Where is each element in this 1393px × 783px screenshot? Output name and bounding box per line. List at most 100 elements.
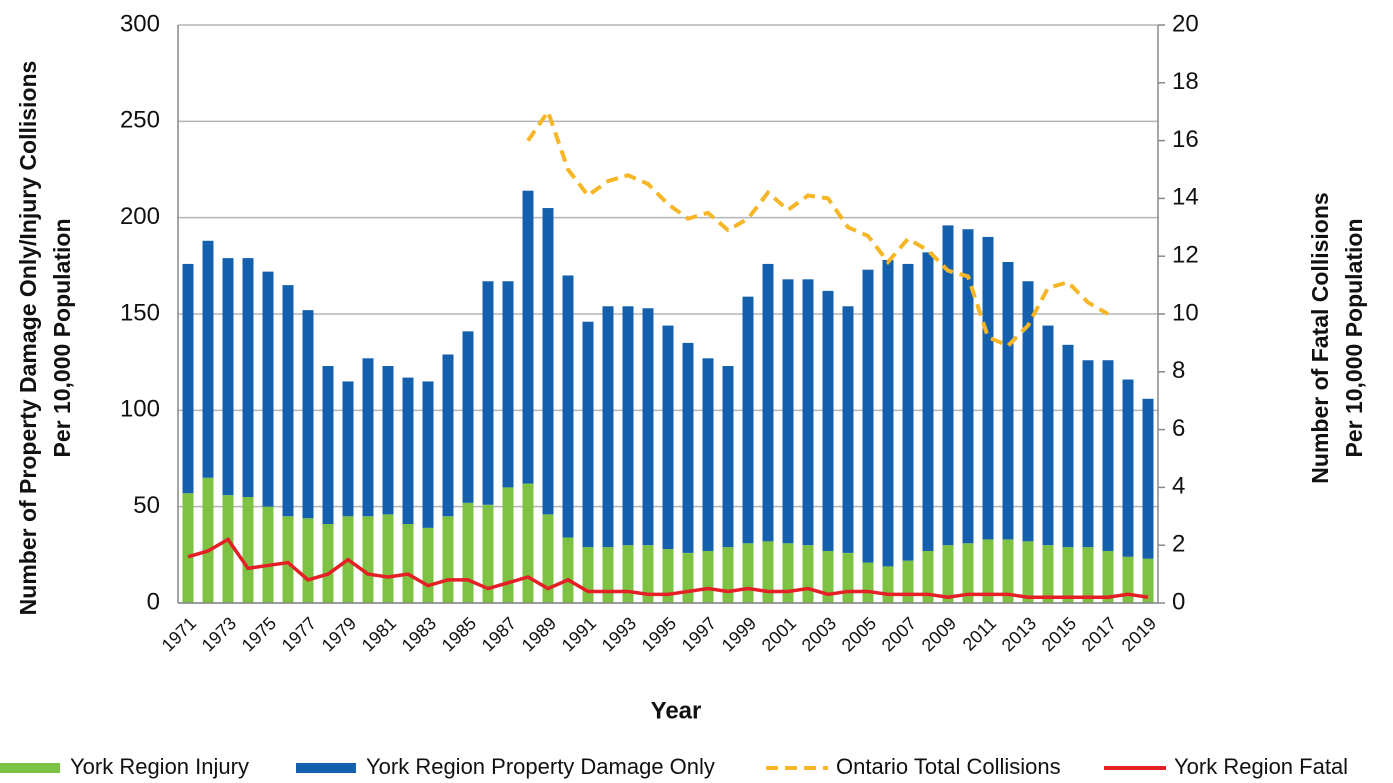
bar <box>442 516 454 603</box>
y-tick-label: 150 <box>120 299 160 326</box>
y2-tick-label: 12 <box>1172 242 1199 269</box>
bar <box>282 516 294 603</box>
bar <box>1102 360 1114 551</box>
bar <box>762 541 774 603</box>
y2-tick-label: 14 <box>1172 184 1199 211</box>
bar <box>482 281 494 505</box>
y-tick-label: 50 <box>133 492 160 519</box>
bar <box>742 543 754 603</box>
bar <box>1002 539 1014 603</box>
line <box>526 107 1110 349</box>
y2-tick-label: 16 <box>1172 126 1199 153</box>
y2-tick-label: 4 <box>1172 473 1185 500</box>
bar <box>502 281 514 488</box>
bar <box>662 325 674 550</box>
bar <box>962 543 974 603</box>
bar <box>1042 325 1054 546</box>
bar <box>382 514 394 603</box>
x-tick-label: 1987 <box>478 613 520 655</box>
bar <box>942 225 954 546</box>
bar <box>422 381 434 528</box>
x-tick-label: 2017 <box>1078 613 1120 655</box>
y-axis-title-line: Per 10,000 Population <box>49 218 75 457</box>
bar <box>1022 541 1034 603</box>
y2-tick-label: 8 <box>1172 357 1185 384</box>
legend-label: York Region Injury <box>70 754 249 779</box>
bar <box>922 252 934 551</box>
y-tick-label: 100 <box>120 396 160 423</box>
x-tick-label: 2007 <box>878 613 920 655</box>
bar <box>242 258 254 498</box>
bar <box>1122 379 1134 557</box>
bar <box>822 290 834 551</box>
bar <box>782 279 794 544</box>
bar <box>522 190 534 484</box>
y2-axis-title: Number of Fatal Collisions Per 10,000 Po… <box>1307 192 1367 483</box>
bar <box>702 550 714 603</box>
bar <box>722 547 734 603</box>
x-tick-label: 1981 <box>358 613 400 655</box>
x-tick-label: 2019 <box>1118 613 1160 655</box>
bar <box>602 547 614 603</box>
bar <box>542 208 554 515</box>
bar <box>502 487 514 603</box>
bar <box>482 504 494 603</box>
bar <box>242 497 254 603</box>
bar <box>402 377 414 525</box>
bar <box>422 527 434 603</box>
bar <box>682 342 694 553</box>
bar <box>602 306 614 548</box>
bar <box>182 263 194 494</box>
bar <box>622 306 634 546</box>
bar <box>262 271 274 507</box>
x-tick-label: 2015 <box>1038 613 1080 655</box>
bar <box>802 279 814 546</box>
bar <box>902 560 914 603</box>
bar <box>1042 545 1054 603</box>
bar <box>322 524 334 603</box>
y-tick-label: 300 <box>120 10 160 37</box>
bar <box>982 539 994 603</box>
bar <box>862 562 874 603</box>
bar <box>262 506 274 603</box>
bar <box>642 545 654 603</box>
x-tick-label: 1975 <box>238 613 280 655</box>
bar <box>842 552 854 603</box>
x-tick-label: 2011 <box>959 613 1001 655</box>
bar <box>202 477 214 603</box>
y-tick-label: 200 <box>120 203 160 230</box>
legend-label: York Region Property Damage Only <box>366 754 715 779</box>
legend-swatch <box>296 763 356 773</box>
bar <box>1022 281 1034 542</box>
bar <box>762 263 774 542</box>
legend-label: York Region Fatal <box>1174 754 1348 779</box>
bar <box>562 275 574 538</box>
bar <box>282 285 294 517</box>
bar <box>582 321 594 548</box>
bar <box>442 354 454 517</box>
bar <box>922 550 934 603</box>
bar <box>1002 261 1014 540</box>
y-tick-label: 0 <box>147 588 160 615</box>
x-tick-label: 1997 <box>678 613 720 655</box>
x-axis-title: Year <box>651 697 702 724</box>
x-tick-label: 1985 <box>438 613 480 655</box>
line <box>187 537 1149 599</box>
x-tick-label: 1991 <box>558 613 600 655</box>
y2-tick-label: 0 <box>1172 588 1185 615</box>
bar <box>862 269 874 563</box>
x-tick-label: 1995 <box>638 613 680 655</box>
bar <box>402 524 414 603</box>
x-tick-label: 1993 <box>598 613 640 655</box>
bar <box>362 516 374 603</box>
y-tick-label: 250 <box>120 107 160 134</box>
bar <box>702 358 714 551</box>
x-tick-label: 1979 <box>318 613 360 655</box>
bar <box>302 310 314 519</box>
bar <box>1122 556 1134 603</box>
bar <box>522 483 534 603</box>
bar <box>842 306 854 553</box>
bar <box>222 258 234 496</box>
bar <box>1102 550 1114 603</box>
